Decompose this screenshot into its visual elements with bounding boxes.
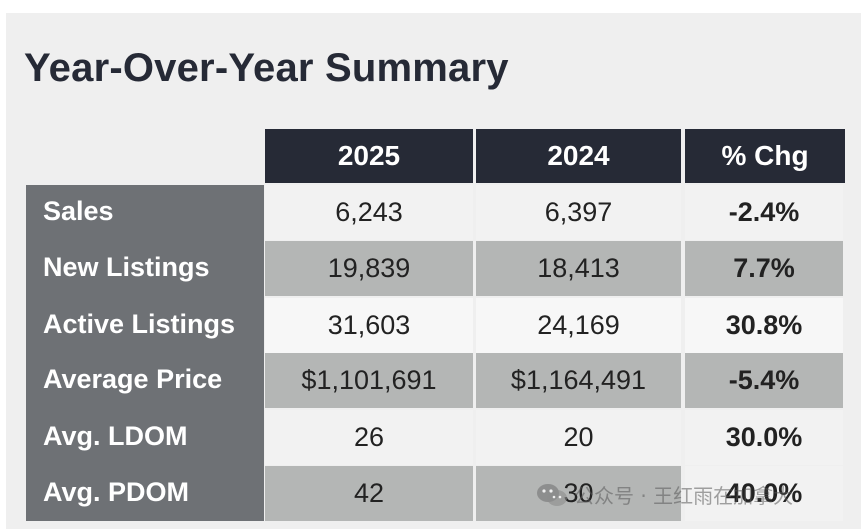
cell-2025: $1,101,691 xyxy=(265,353,473,408)
watermark-text: 公众号 · 王红雨在加拿大 xyxy=(574,484,794,508)
cell-2024: 20 xyxy=(476,410,681,465)
page-title: Year-Over-Year Summary xyxy=(24,46,509,90)
column-header-pct-chg: % Chg xyxy=(685,129,845,183)
column-header-2025: 2025 xyxy=(265,129,473,183)
row-label: Average Price xyxy=(43,363,223,394)
cell-pct-chg: -2.4% xyxy=(685,185,843,240)
wechat-icon xyxy=(536,482,568,508)
row-label: Sales xyxy=(43,195,114,226)
cell-2024: 30 xyxy=(476,466,681,521)
cell-pct-chg: 30.8% xyxy=(685,298,843,353)
cell-2025: 31,603 xyxy=(265,298,473,353)
cell-2025: 26 xyxy=(265,410,473,465)
row-label: Avg. PDOM xyxy=(43,476,190,507)
row-label: New Listings xyxy=(43,251,210,282)
cell-2025: 19,839 xyxy=(265,241,473,296)
cell-pct-chg: -5.4% xyxy=(685,353,843,408)
cell-2025: 42 xyxy=(265,466,473,521)
cell-pct-chg: 30.0% xyxy=(685,410,843,465)
cell-2024: 18,413 xyxy=(476,241,681,296)
column-header-2024: 2024 xyxy=(476,129,681,183)
cell-pct-chg: 7.7% xyxy=(685,241,843,296)
cell-2024: $1,164,491 xyxy=(476,353,681,408)
row-label: Avg. LDOM xyxy=(43,420,188,451)
row-label-column xyxy=(26,185,264,521)
watermark: 公众号 · 王红雨在加拿大 xyxy=(536,480,793,509)
cell-pct-chg: 40.0% xyxy=(685,466,843,521)
cell-2024: 6,397 xyxy=(476,185,681,240)
row-label: Active Listings xyxy=(43,308,236,339)
cell-2024: 24,169 xyxy=(476,298,681,353)
cell-2025: 6,243 xyxy=(265,185,473,240)
